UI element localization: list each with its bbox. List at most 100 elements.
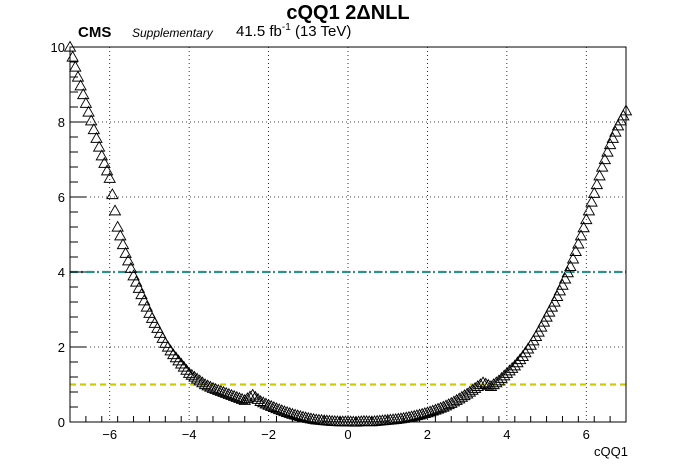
y-tick-label: 0 xyxy=(58,415,65,430)
lumi-value: 41.5 fb xyxy=(236,23,282,40)
data-point xyxy=(463,385,477,397)
data-point xyxy=(587,186,601,198)
data-point xyxy=(421,406,434,418)
data-point xyxy=(172,354,185,366)
data-point xyxy=(556,278,569,290)
data-point xyxy=(553,284,567,296)
data-point xyxy=(267,400,281,412)
data-point xyxy=(95,149,109,161)
data-point xyxy=(254,394,267,406)
data-point xyxy=(143,306,156,318)
data-point xyxy=(98,156,111,168)
experiment-label: CMS xyxy=(78,24,112,41)
data-point xyxy=(214,384,228,396)
data-point xyxy=(177,360,191,372)
data-point xyxy=(410,409,424,421)
data-point xyxy=(291,409,304,421)
data-point xyxy=(190,372,204,384)
data-point xyxy=(188,370,201,382)
data-point xyxy=(572,237,585,249)
data-point xyxy=(174,357,188,369)
data-point xyxy=(182,366,196,378)
data-point xyxy=(574,229,588,241)
data-point xyxy=(201,379,214,391)
data-point xyxy=(405,410,418,422)
data-point xyxy=(124,261,138,273)
data-point xyxy=(280,405,294,417)
energy-label: (13 TeV) xyxy=(294,23,352,40)
data-point xyxy=(127,269,140,281)
data-point xyxy=(606,131,620,143)
data-point xyxy=(119,246,132,258)
data-point xyxy=(69,60,82,72)
plot-frame xyxy=(69,46,627,423)
data-point xyxy=(198,378,212,390)
data-point xyxy=(585,195,598,207)
data-point xyxy=(278,405,291,417)
data-point xyxy=(471,379,485,391)
data-point xyxy=(580,213,593,225)
data-point xyxy=(140,300,154,312)
data-point xyxy=(275,404,289,416)
data-point xyxy=(402,410,416,422)
data-point xyxy=(196,376,209,388)
data-point xyxy=(111,220,124,232)
data-point xyxy=(513,353,527,365)
x-tick-label: −6 xyxy=(102,427,117,442)
data-point xyxy=(230,390,244,402)
data-point xyxy=(246,388,259,400)
data-point xyxy=(270,402,283,414)
data-point xyxy=(241,392,254,404)
x-tick-label: −4 xyxy=(182,427,197,442)
data-point xyxy=(603,138,617,150)
x-tick-label: 6 xyxy=(583,427,590,442)
data-point xyxy=(235,392,249,404)
data-point xyxy=(558,272,572,284)
data-point xyxy=(487,378,500,390)
data-point xyxy=(79,96,93,108)
data-point xyxy=(609,125,622,137)
data-point xyxy=(209,382,222,394)
data-point xyxy=(272,403,286,415)
data-point xyxy=(166,348,180,360)
data-point xyxy=(185,368,199,380)
data-point xyxy=(466,383,479,395)
data-point xyxy=(222,387,236,399)
data-point xyxy=(264,399,278,411)
data-point xyxy=(108,204,122,216)
data-point xyxy=(129,275,143,287)
x-axis-label: cQQ1 xyxy=(594,444,628,459)
data-point xyxy=(484,379,498,391)
data-point xyxy=(227,389,241,401)
data-point xyxy=(566,252,580,264)
data-point xyxy=(474,378,487,390)
data-point xyxy=(87,123,101,135)
lumi-exponent: -1 xyxy=(281,22,291,33)
data-point xyxy=(407,409,421,421)
data-point xyxy=(74,79,87,91)
data-point xyxy=(548,295,561,307)
data-point xyxy=(233,391,246,403)
data-point xyxy=(479,377,492,389)
data-point xyxy=(423,405,437,417)
data-point xyxy=(71,70,85,82)
data-point xyxy=(288,408,302,420)
data-point xyxy=(458,389,471,401)
data-point xyxy=(100,164,114,176)
x-tick-label: 0 xyxy=(344,427,351,442)
data-point xyxy=(193,374,207,386)
data-point xyxy=(415,407,429,419)
data-point xyxy=(582,204,596,216)
data-point xyxy=(595,160,609,172)
data-point xyxy=(262,398,275,410)
data-point xyxy=(590,178,604,190)
data-point xyxy=(476,376,490,388)
data-point xyxy=(169,351,183,363)
data-point xyxy=(103,171,116,183)
data-point xyxy=(460,387,474,399)
chart-title: cQQ1 2ΔNLL xyxy=(286,2,410,24)
data-point xyxy=(550,289,564,301)
data-point xyxy=(206,381,220,393)
data-point xyxy=(76,88,90,100)
data-point xyxy=(511,356,524,368)
